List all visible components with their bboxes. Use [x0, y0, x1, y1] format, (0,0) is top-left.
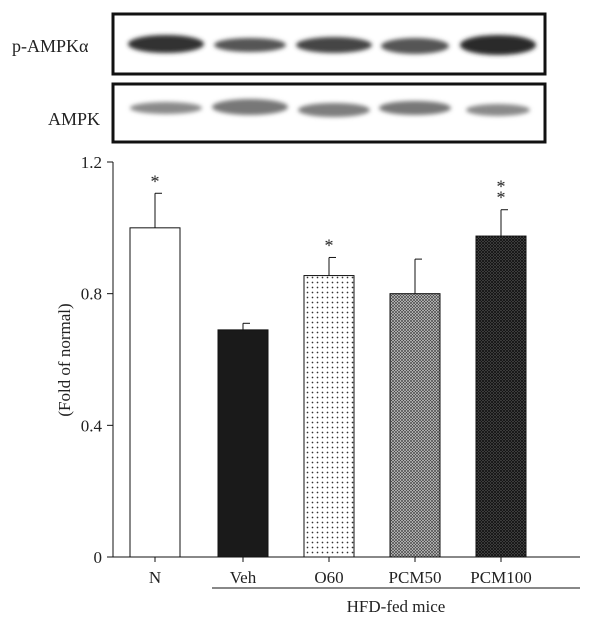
significance-markers: **** [151, 171, 506, 255]
blot-bands-p-ampk [128, 35, 536, 55]
y-axis-label: (Fold of normal) [55, 303, 74, 416]
bar-n [129, 227, 181, 558]
error-bars [154, 192, 508, 330]
group-label: HFD-fed mice [347, 597, 446, 616]
band-p-ampk-5 [460, 35, 536, 55]
x-tick-label-veh: Veh [230, 568, 257, 587]
blot-label-ampk: AMPK [48, 109, 100, 129]
bar-pcm50 [389, 293, 441, 558]
y-tick-label: 0.8 [81, 285, 102, 304]
band-ampk-1 [130, 102, 202, 114]
blot-bands-ampk [130, 99, 530, 117]
y-tick-label: 0 [94, 548, 103, 567]
bar-pcm100 [475, 235, 527, 558]
x-tick-label-o60: O60 [314, 568, 343, 587]
band-p-ampk-3 [296, 37, 372, 53]
band-ampk-5 [466, 104, 530, 116]
y-tick-label: 1.2 [81, 153, 102, 172]
y-tick-label: 0.4 [81, 416, 103, 435]
y-ticks: 0 0.4 0.8 1.2 [81, 153, 113, 567]
x-tick-labels: N Veh O60 PCM50 PCM100 [149, 557, 532, 587]
x-tick-label-pcm50: PCM50 [389, 568, 442, 587]
significance-star: * [151, 171, 160, 191]
x-tick-label-n: N [149, 568, 161, 587]
band-ampk-2 [212, 99, 288, 115]
bars [129, 227, 527, 558]
significance-star: * [325, 235, 334, 255]
blot-panels: p-AMPKα AMPK [12, 12, 547, 144]
band-ampk-3 [298, 103, 370, 117]
significance-star: * [497, 177, 506, 197]
x-tick-label-pcm100: PCM100 [470, 568, 531, 587]
band-ampk-4 [379, 101, 451, 115]
bar-veh [217, 329, 269, 558]
band-p-ampk-4 [381, 38, 449, 54]
band-p-ampk-2 [214, 38, 286, 52]
band-p-ampk-1 [128, 35, 204, 53]
significance-star: * [497, 188, 506, 208]
bar-o60 [303, 275, 355, 558]
blot-label-p-ampk: p-AMPKα [12, 36, 89, 56]
bar-chart: (Fold of normal) 00.40.81.2 **** N Veh O60… [55, 153, 580, 616]
